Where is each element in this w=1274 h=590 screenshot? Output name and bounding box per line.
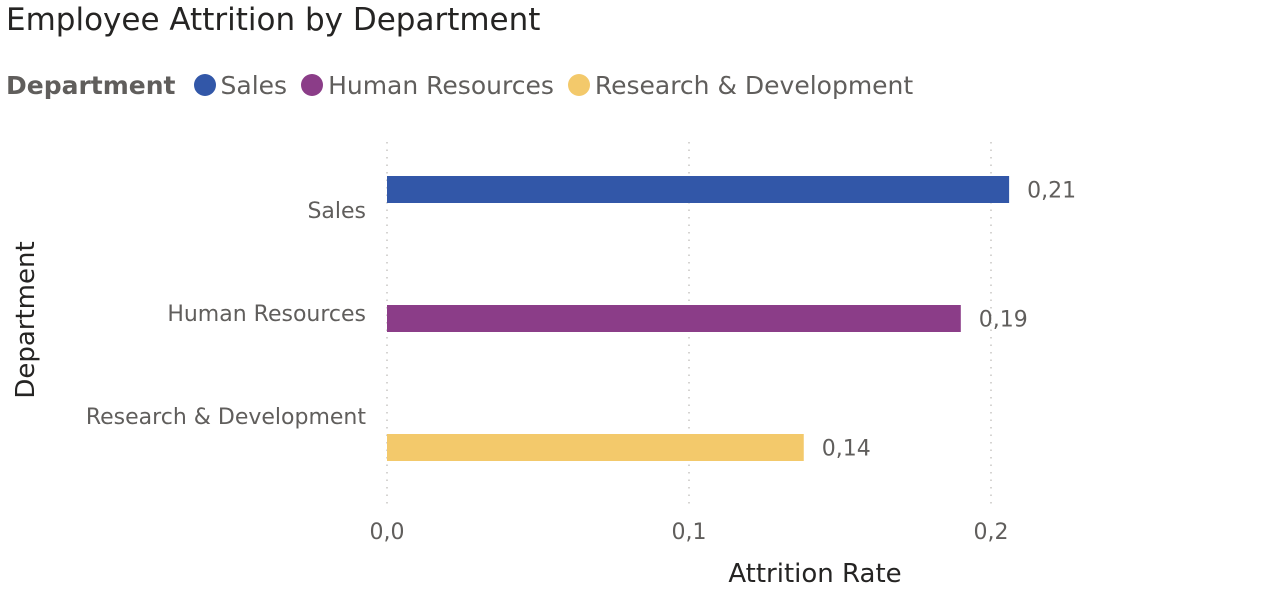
x-tick-label: 0,1 (672, 520, 707, 545)
legend-marker (193, 74, 216, 96)
x-tick-label: 0,0 (370, 520, 405, 545)
data-label: 0,21 (1027, 179, 1076, 204)
data-label: 0,19 (979, 308, 1028, 333)
legend-marker (567, 74, 590, 96)
legend-marker (301, 74, 324, 96)
legend-item-research-development[interactable]: Research & Development (567, 70, 914, 100)
bar-research-development[interactable] (387, 434, 804, 461)
legend-title: Department (6, 70, 176, 100)
bar-human-resources[interactable] (387, 305, 961, 332)
data-labels: 0,21 0,19 0,14 (822, 179, 1076, 462)
category-label: Sales (307, 199, 366, 224)
legend-item-sales[interactable]: Sales (193, 70, 288, 100)
legend-label-research-development: Research & Development (594, 70, 914, 100)
x-tick-label: 0,2 (974, 520, 1009, 545)
bars (387, 176, 1010, 461)
x-axis-ticks: 0,0 0,1 0,2 (370, 520, 1009, 545)
x-axis-title: Attrition Rate (728, 559, 901, 589)
legend: Department Sales Human Resources Researc… (6, 68, 927, 102)
y-axis-title: Department (11, 241, 41, 398)
chart-title: Employee Attrition by Department (6, 2, 541, 38)
bar-sales[interactable] (387, 176, 1010, 203)
legend-label-human-resources: Human Resources (328, 70, 554, 100)
data-label: 0,14 (822, 437, 871, 462)
category-label: Human Resources (167, 302, 366, 327)
category-labels: Sales Human Resources Research & Developme… (86, 199, 367, 430)
legend-item-human-resources[interactable]: Human Resources (301, 71, 554, 100)
category-label: Research & Development (86, 405, 367, 430)
legend-label-sales: Sales (220, 70, 288, 100)
